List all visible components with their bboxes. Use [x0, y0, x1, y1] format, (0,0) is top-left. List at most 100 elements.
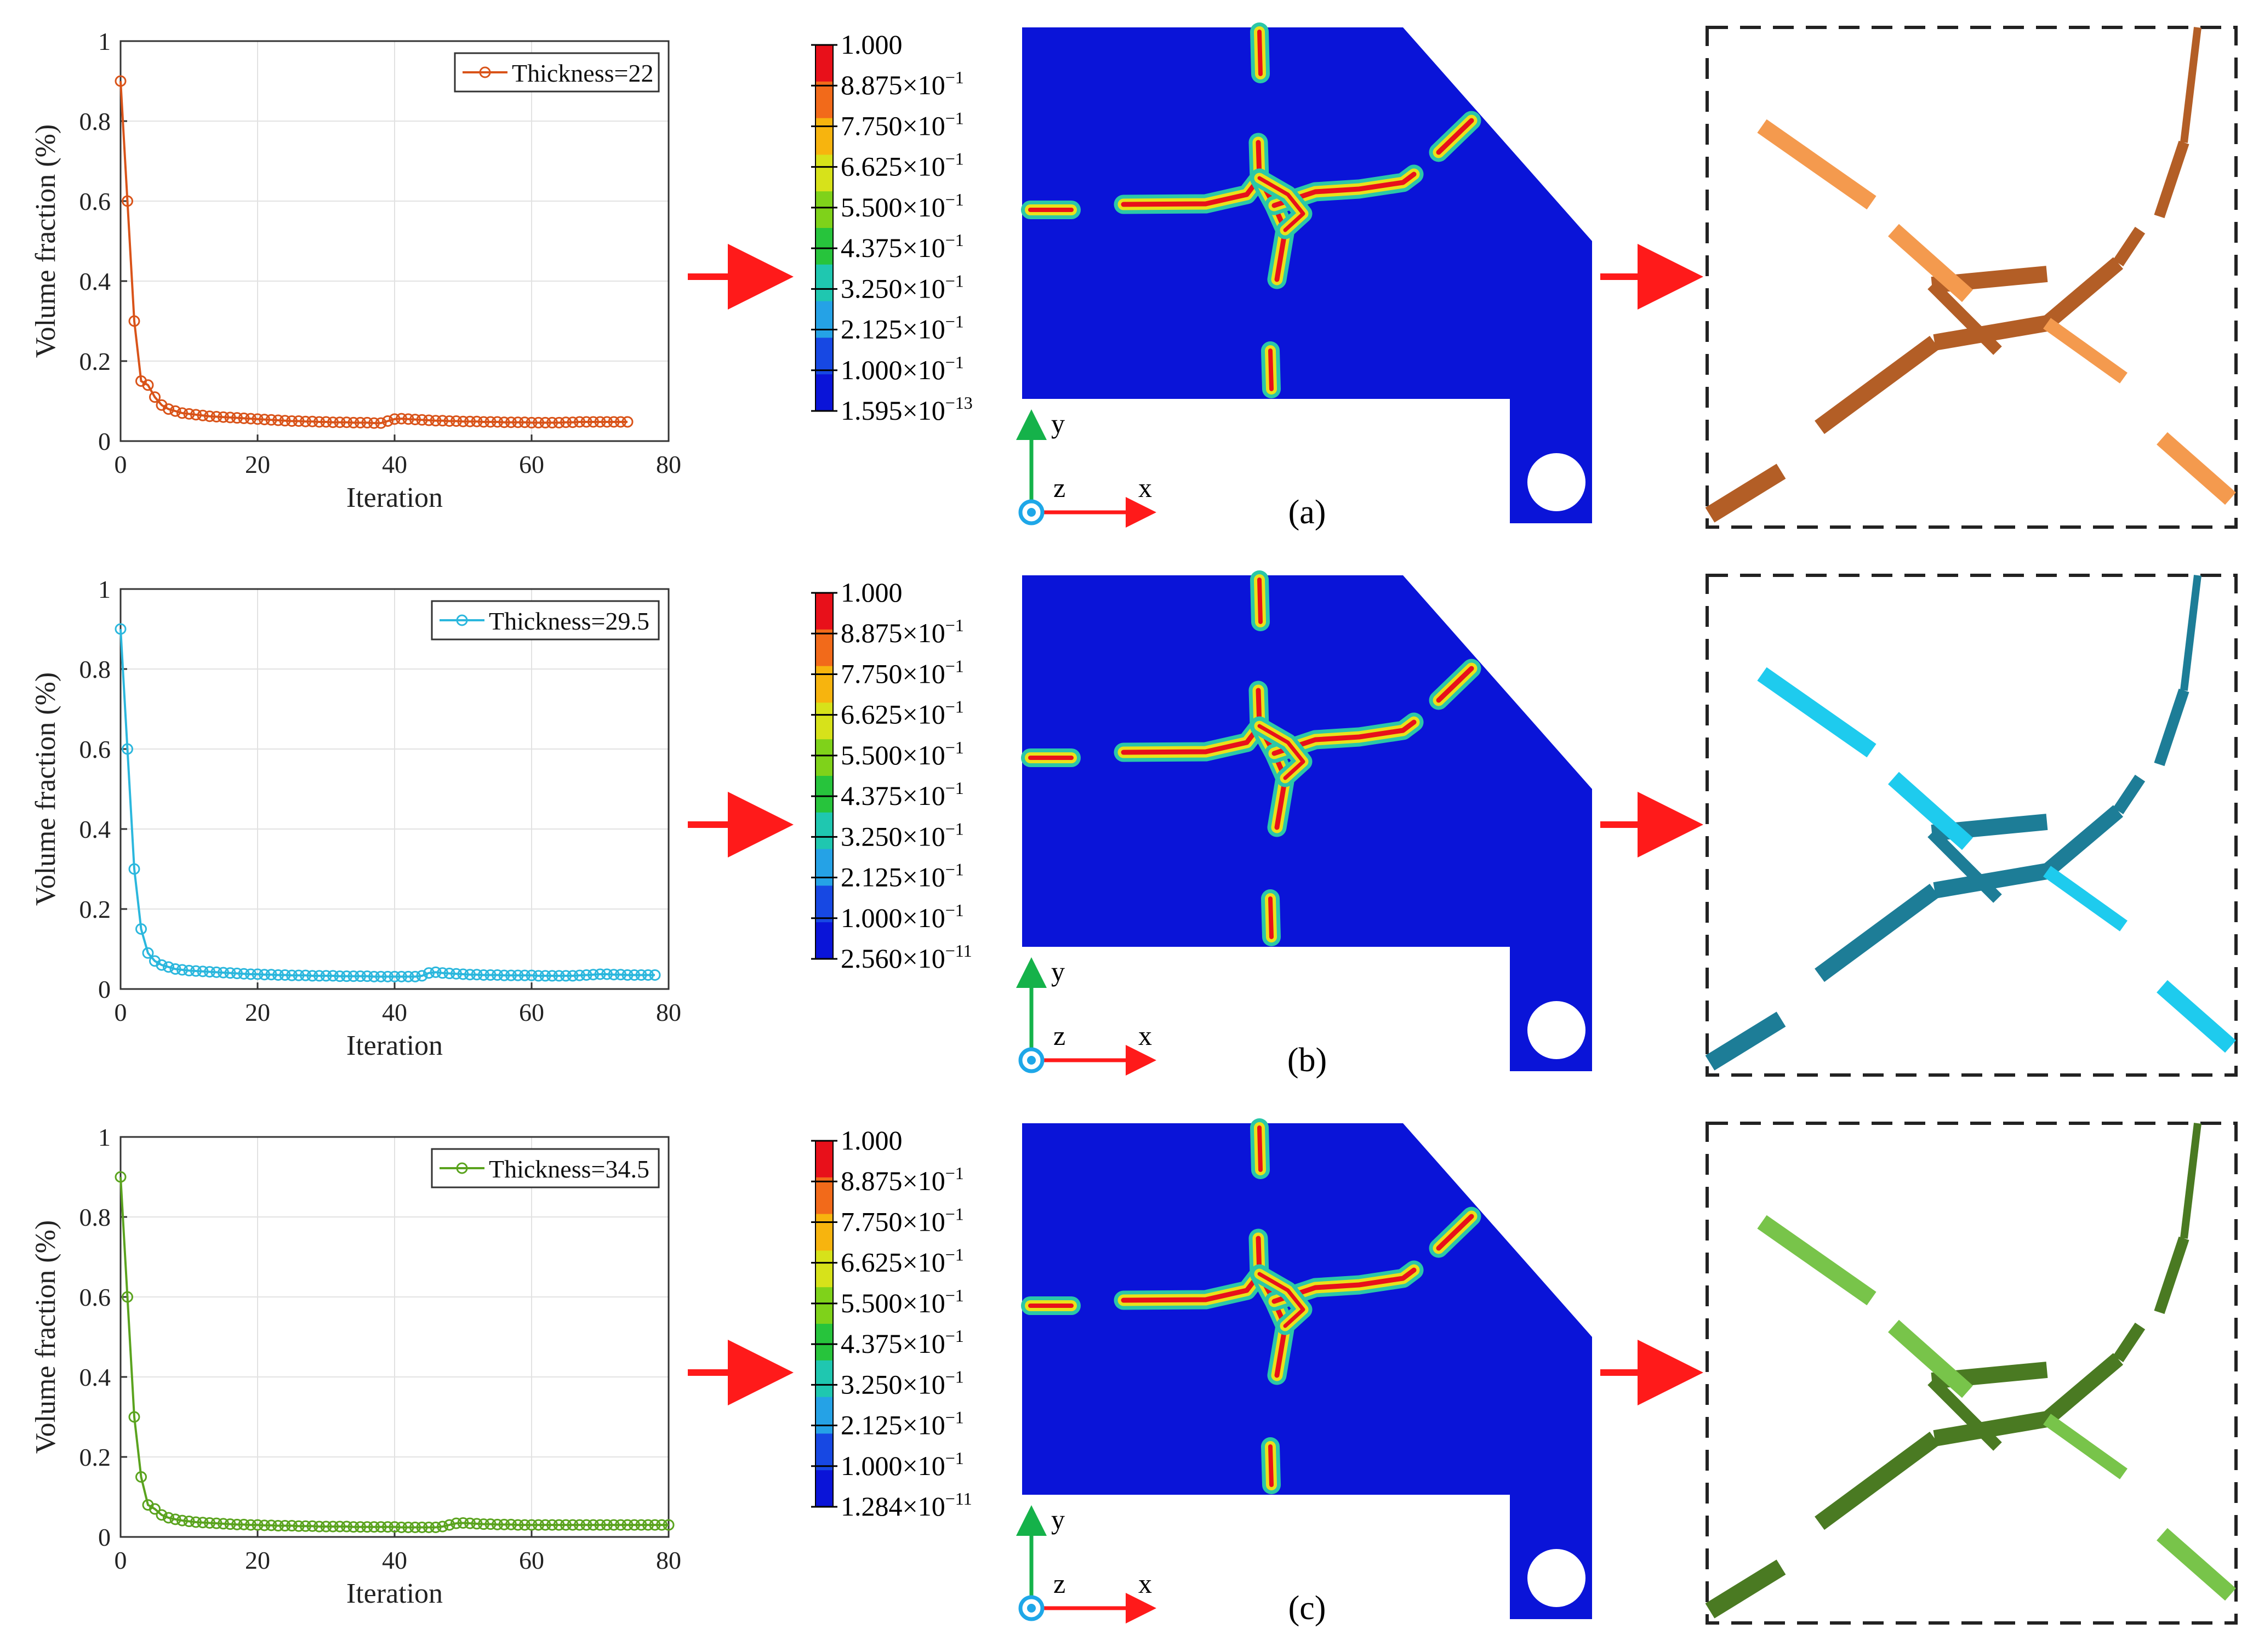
data-point	[156, 959, 168, 971]
x-axis-label: Iteration	[346, 482, 443, 513]
colorbar-exponent: −1	[945, 1448, 964, 1468]
data-point	[238, 1518, 250, 1530]
strut	[2180, 1123, 2201, 1239]
colorbar-segment	[815, 629, 833, 667]
data-point	[635, 1519, 647, 1531]
density-core	[1121, 688, 1262, 755]
data-point	[443, 1519, 455, 1531]
data-point	[409, 1521, 421, 1533]
data-point	[306, 415, 318, 427]
colorbar-segment	[815, 1250, 833, 1288]
data-point	[553, 970, 565, 982]
legend-marker	[456, 1162, 468, 1174]
data-point	[663, 1519, 675, 1531]
data-point	[457, 415, 469, 427]
data-point	[347, 1521, 360, 1533]
structure-view	[1705, 574, 2238, 1077]
strut	[1815, 883, 1940, 982]
data-point	[224, 967, 236, 979]
data-point	[245, 413, 256, 425]
data-point	[375, 417, 387, 429]
colorbar-exponent: −1	[945, 108, 964, 128]
colorbar-mantissa: 1.000	[841, 577, 903, 608]
data-point	[163, 403, 174, 415]
data-point	[560, 416, 572, 428]
density-core	[1257, 578, 1263, 624]
colorbar: 1.0008.875×10−17.750×10−16.625×10−15.500…	[811, 577, 972, 974]
colorbar-segment	[815, 593, 833, 630]
density-core	[1257, 724, 1305, 780]
data-point	[594, 968, 606, 980]
strut	[2113, 226, 2146, 267]
colorbar-mantissa: 2.125	[841, 862, 903, 893]
data-point	[204, 1517, 215, 1529]
data-point	[402, 1521, 414, 1533]
y-tick-label: 0.8	[79, 1203, 111, 1231]
colorbar-mantissa: 1.000	[841, 1450, 903, 1481]
data-point	[231, 968, 243, 980]
data-point	[621, 416, 634, 428]
data-point	[471, 969, 483, 981]
colorbar-segment	[815, 228, 833, 265]
strut	[1933, 315, 2049, 351]
density-core	[1121, 140, 1262, 207]
strut	[1705, 1011, 1786, 1071]
strut	[1888, 771, 1973, 850]
data-point	[635, 969, 647, 981]
data-point	[306, 970, 318, 982]
z-axis-letter: z	[1053, 1568, 1065, 1599]
x-axis-letter: x	[1138, 1568, 1152, 1599]
data-point	[355, 416, 366, 428]
colorbar-times: ×10	[903, 1247, 945, 1278]
data-point	[265, 414, 277, 426]
data-point	[629, 969, 640, 981]
data-point	[286, 1520, 298, 1532]
data-point	[580, 416, 592, 428]
x-tick-label: 40	[382, 450, 407, 478]
colorbar-exponent: −1	[945, 67, 964, 87]
data-point	[484, 416, 497, 428]
data-point	[539, 416, 551, 428]
data-point	[176, 964, 188, 976]
data-point	[478, 416, 489, 428]
data-point	[368, 1521, 380, 1533]
data-point	[505, 1518, 517, 1530]
strut	[2041, 805, 2124, 877]
z-axis-dot-icon	[1027, 1056, 1036, 1065]
data-point	[210, 966, 223, 978]
strut	[2041, 257, 2124, 329]
x-tick-label: 80	[656, 1546, 681, 1574]
data-point	[190, 409, 202, 421]
y-tick-label: 0.6	[79, 1283, 111, 1311]
data-point	[416, 414, 428, 426]
data-point	[512, 969, 524, 981]
series-line	[119, 628, 655, 978]
data-point	[396, 413, 407, 425]
data-point	[505, 416, 517, 428]
data-point	[580, 1519, 592, 1531]
colorbar-times: ×10	[903, 151, 945, 182]
colorbar-segment	[815, 849, 833, 887]
colorbar-exponent: −1	[945, 190, 964, 209]
x-tick-label: 60	[519, 450, 544, 478]
field-domain	[1022, 27, 1592, 523]
data-point	[601, 968, 613, 980]
dashed-frame	[1706, 1122, 2238, 1625]
data-point	[347, 970, 360, 982]
colorbar-mantissa: 3.250	[841, 821, 903, 851]
data-point	[409, 970, 421, 982]
colorbar-label: 4.375×10−1	[841, 1326, 964, 1359]
data-point	[546, 1519, 558, 1531]
data-point	[396, 1521, 407, 1533]
colorbar: 1.0008.875×10−17.750×10−16.625×10−15.500…	[811, 1125, 972, 1522]
data-point	[218, 1518, 229, 1530]
y-tick-label: 0.2	[79, 347, 111, 375]
data-point	[594, 416, 606, 428]
data-point	[505, 969, 517, 981]
strut	[2043, 1414, 2127, 1479]
colorbar-mantissa: 1.000	[841, 355, 903, 385]
strut	[1815, 1431, 1940, 1530]
colorbar-segment	[815, 776, 833, 813]
colorbar-mantissa: 1.000	[841, 29, 903, 60]
data-point	[361, 416, 373, 428]
